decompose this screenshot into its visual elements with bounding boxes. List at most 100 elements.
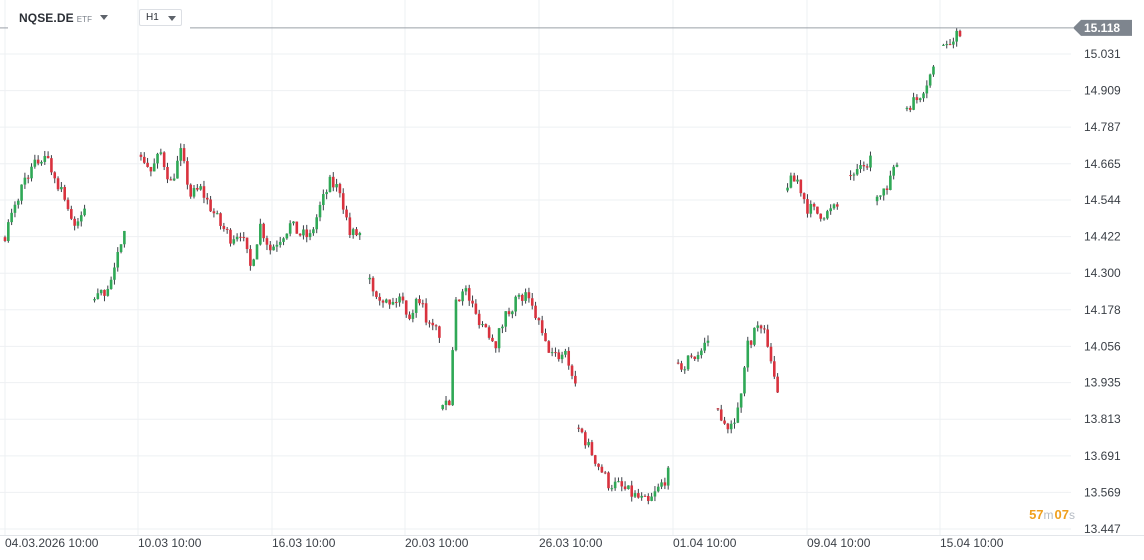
candle-down [341,193,345,210]
candle-up [411,312,415,319]
candle-up [322,194,325,206]
candle-down [401,296,405,301]
candle-up [444,400,448,406]
candle-up [852,174,856,176]
candle-down [849,175,852,177]
candle-up [235,236,239,240]
candle-down [209,199,212,212]
candle-down [567,350,571,366]
candle-down [580,428,584,433]
candle-down [428,322,431,324]
candle-up [610,488,614,490]
candle-down [375,291,378,297]
candle-down [544,333,547,342]
candle-up [945,44,949,46]
time-axis[interactable]: 04.03.2026 10:00 10.03 10:00 16.03 10:00 20… [5,536,1004,550]
candle-up [451,350,454,406]
price-tick-label: 14.300 [1084,266,1121,280]
candle-up [918,98,922,101]
price-tick-label: 14.544 [1084,193,1121,207]
candle-up [16,200,20,205]
candlestick-series [3,27,962,505]
candle-up [325,192,328,195]
candle-up [733,422,736,424]
candle-up [895,164,899,167]
candle-down [467,288,471,301]
candle-down [355,229,358,236]
candle-down [693,356,697,360]
candle-up [739,393,743,408]
candle-up [285,233,289,239]
candle-down [50,158,53,173]
candle-up [617,481,620,483]
candle-down [792,175,796,182]
candle-up [564,350,567,355]
candle-up [627,485,630,490]
candle-up [255,244,259,260]
candle-down [773,361,776,377]
candle-up [942,44,945,46]
candle-up [892,166,895,176]
candle-down [537,318,541,321]
candle-down [554,352,557,354]
candle-up [351,229,355,235]
candle-down [205,197,209,200]
price-axis[interactable]: 15.031 14.909 14.787 14.665 14.544 14.422 14.3… [1084,47,1121,536]
candle-up [829,208,832,212]
timeframe-select[interactable]: H1 [139,9,182,26]
candle-up [33,159,37,167]
candle-up [746,340,750,368]
candle-down [630,485,634,497]
candle-up [20,184,23,201]
candle-down [643,495,647,497]
candle-down [507,311,511,315]
candle-down [593,455,597,464]
candle-up [855,169,859,175]
candle-down [716,408,720,410]
candle-up [501,326,504,329]
candle-countdown: 57m07s [1029,507,1076,522]
candle-up [889,175,892,190]
candle-down [885,188,889,190]
candle-up [43,156,47,162]
candle-down [690,355,693,357]
candle-down [345,209,348,218]
candle-up [215,213,219,215]
time-tick-label: 04.03.2026 10:00 [5,536,99,550]
candle-up [869,155,872,168]
candle-down [162,152,166,167]
candle-down [298,233,302,236]
price-tick-label: 14.056 [1084,339,1121,353]
candle-up [123,230,126,245]
candle-up [93,299,96,301]
candle-up [511,311,514,315]
price-tick-label: 14.178 [1084,303,1121,317]
time-tick-label: 16.03 10:00 [272,536,336,550]
candle-up [703,342,706,351]
candle-up [753,327,756,345]
candle-down [149,166,153,172]
candle-up [656,486,660,492]
candle-down [812,203,816,207]
last-price-tag [1073,19,1132,36]
candle-up [905,107,909,110]
symbol-selector[interactable]: NQSE.DE ETF [19,11,109,25]
candle-down [239,236,242,238]
candle-up [464,288,468,292]
candle-down [600,466,604,473]
candle-down [766,329,769,347]
candle-down [438,326,441,338]
candle-down [434,325,438,327]
candle-down [680,363,683,370]
candle-down [676,362,680,364]
candle-down [520,294,524,301]
candle-down [262,223,265,239]
candle-down [338,184,342,194]
candle-up [550,352,554,354]
price-tick-label: 13.569 [1084,485,1121,499]
candle-down [646,496,650,501]
candle-up [925,85,929,94]
price-tick-label: 14.665 [1084,157,1121,171]
candle-up [461,291,464,302]
